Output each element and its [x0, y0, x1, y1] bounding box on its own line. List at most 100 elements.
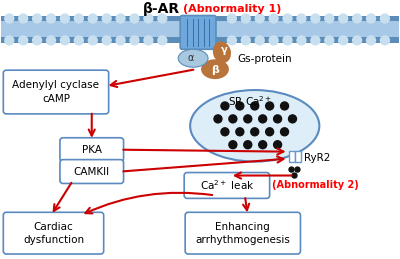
Circle shape	[33, 14, 42, 23]
Circle shape	[255, 14, 264, 23]
Circle shape	[297, 14, 306, 23]
Circle shape	[325, 36, 334, 45]
Ellipse shape	[178, 49, 208, 67]
Text: PKA: PKA	[82, 145, 102, 155]
Circle shape	[274, 115, 282, 123]
Circle shape	[353, 36, 362, 45]
Circle shape	[130, 36, 139, 45]
FancyBboxPatch shape	[295, 151, 301, 162]
Circle shape	[251, 102, 259, 110]
Circle shape	[74, 14, 83, 23]
Circle shape	[102, 14, 111, 23]
Text: α: α	[188, 53, 194, 63]
Circle shape	[269, 36, 278, 45]
Circle shape	[339, 14, 348, 23]
Circle shape	[158, 14, 167, 23]
FancyBboxPatch shape	[184, 172, 270, 198]
Circle shape	[297, 36, 306, 45]
Circle shape	[19, 36, 28, 45]
Circle shape	[144, 36, 153, 45]
Circle shape	[228, 14, 236, 23]
Text: (Abnormality 2): (Abnormality 2)	[272, 181, 358, 190]
Circle shape	[289, 167, 294, 172]
Circle shape	[353, 14, 362, 23]
Text: SR Ca$^{2+}$: SR Ca$^{2+}$	[228, 94, 272, 108]
Circle shape	[46, 14, 56, 23]
Circle shape	[236, 128, 244, 136]
Circle shape	[228, 36, 236, 45]
Circle shape	[266, 128, 274, 136]
Text: RyR2: RyR2	[304, 153, 331, 163]
Circle shape	[311, 14, 320, 23]
Circle shape	[380, 36, 389, 45]
Circle shape	[325, 14, 334, 23]
FancyBboxPatch shape	[3, 70, 109, 114]
Text: Cardiac
dysfunction: Cardiac dysfunction	[23, 221, 84, 245]
Circle shape	[60, 36, 69, 45]
Circle shape	[5, 14, 14, 23]
FancyBboxPatch shape	[180, 16, 216, 49]
Circle shape	[366, 14, 376, 23]
Circle shape	[295, 167, 300, 172]
Circle shape	[266, 102, 274, 110]
Circle shape	[283, 14, 292, 23]
Circle shape	[280, 128, 288, 136]
Circle shape	[380, 14, 389, 23]
Circle shape	[46, 36, 56, 45]
FancyBboxPatch shape	[1, 21, 399, 37]
Ellipse shape	[190, 90, 319, 162]
Circle shape	[292, 173, 297, 178]
Circle shape	[244, 115, 252, 123]
Circle shape	[19, 14, 28, 23]
Circle shape	[60, 14, 69, 23]
Circle shape	[259, 115, 267, 123]
Circle shape	[241, 14, 250, 23]
Circle shape	[74, 36, 83, 45]
Circle shape	[259, 141, 267, 149]
Circle shape	[251, 128, 259, 136]
FancyBboxPatch shape	[289, 151, 295, 162]
Circle shape	[221, 102, 229, 110]
Circle shape	[244, 141, 252, 149]
Circle shape	[366, 36, 376, 45]
Circle shape	[88, 36, 97, 45]
Ellipse shape	[201, 59, 229, 79]
FancyBboxPatch shape	[60, 160, 124, 183]
Circle shape	[158, 36, 167, 45]
Circle shape	[269, 14, 278, 23]
Circle shape	[241, 36, 250, 45]
Circle shape	[255, 36, 264, 45]
Circle shape	[102, 36, 111, 45]
Circle shape	[5, 36, 14, 45]
Circle shape	[144, 14, 153, 23]
Text: γ: γ	[220, 45, 227, 55]
Text: CAMKII: CAMKII	[74, 167, 110, 177]
Text: β-AR: β-AR	[143, 2, 180, 16]
Text: (Abnormality 1): (Abnormality 1)	[183, 4, 282, 13]
Circle shape	[280, 102, 288, 110]
FancyBboxPatch shape	[1, 37, 399, 43]
FancyBboxPatch shape	[1, 16, 399, 21]
Circle shape	[311, 36, 320, 45]
Text: Ca$^{2+}$ leak: Ca$^{2+}$ leak	[200, 178, 254, 192]
Text: Enhancing
arrhythmogenesis: Enhancing arrhythmogenesis	[195, 221, 290, 245]
Text: Adenylyl cyclase
cAMP: Adenylyl cyclase cAMP	[12, 81, 100, 104]
Circle shape	[229, 115, 237, 123]
FancyBboxPatch shape	[60, 138, 124, 162]
Circle shape	[288, 115, 296, 123]
Circle shape	[116, 14, 125, 23]
FancyBboxPatch shape	[3, 212, 104, 254]
Circle shape	[283, 36, 292, 45]
Circle shape	[116, 36, 125, 45]
Text: β: β	[211, 65, 219, 75]
Circle shape	[33, 36, 42, 45]
Circle shape	[274, 141, 282, 149]
Circle shape	[236, 102, 244, 110]
Circle shape	[130, 14, 139, 23]
Circle shape	[221, 128, 229, 136]
Circle shape	[214, 115, 222, 123]
Circle shape	[339, 36, 348, 45]
Circle shape	[88, 14, 97, 23]
FancyBboxPatch shape	[185, 212, 300, 254]
Circle shape	[229, 141, 237, 149]
